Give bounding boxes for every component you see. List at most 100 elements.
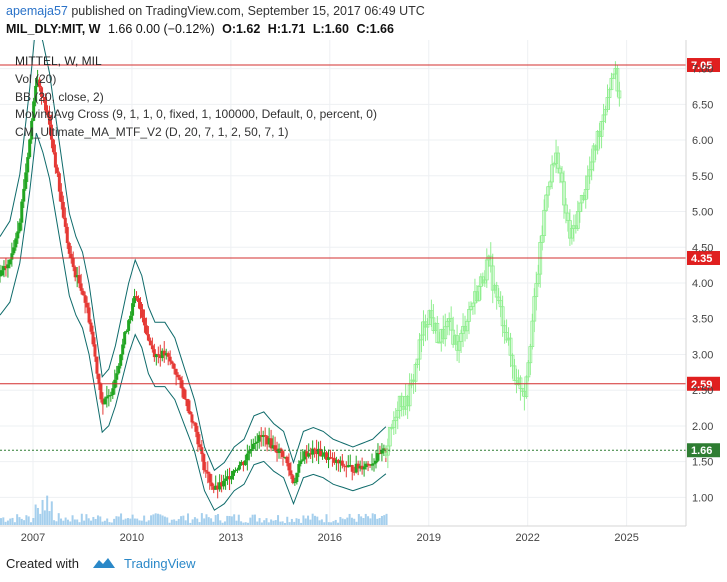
time-tick-label: 2007 [21, 532, 45, 544]
volume-bar [55, 521, 58, 525]
candle-body [212, 486, 216, 490]
candle-body [125, 330, 129, 333]
volume-bar [207, 517, 210, 525]
candle-body [289, 470, 293, 476]
volume-bar [46, 495, 49, 525]
volume-bar [85, 514, 88, 525]
candle-body [269, 438, 273, 449]
candle-body [131, 303, 135, 316]
candle-body [346, 465, 350, 468]
volume-bar [309, 519, 312, 525]
volume-bar [170, 519, 173, 525]
candle-body [75, 275, 79, 278]
candle-body [241, 461, 245, 466]
candle-body [237, 465, 241, 470]
legend-bollinger[interactable]: BB (20, close, 2) [15, 89, 104, 104]
candle-body [20, 201, 24, 223]
volume-bar [374, 514, 377, 525]
projection-body [546, 186, 551, 196]
legend-volume[interactable]: Vol (20) [15, 71, 57, 86]
volume-bar [293, 521, 296, 525]
projection-body [524, 376, 529, 397]
projection-body [508, 337, 513, 356]
volume-bar [334, 519, 337, 525]
level-label-box [687, 58, 720, 73]
publish-info: apemaja57 published on TradingView.com, … [6, 4, 425, 18]
candle-body [360, 465, 364, 470]
projection-body [617, 90, 622, 99]
projection-body [542, 209, 547, 236]
price-chart[interactable]: 7.05 4.35 2.59 1.66 1.00 1.50 2.00 2.50 3.00 3.5… [0, 40, 727, 552]
candle-body [158, 355, 162, 359]
price-tick-label: 1.00 [692, 492, 713, 504]
candle-body [336, 459, 340, 464]
author-link[interactable]: apemaja57 [6, 4, 68, 18]
volume-bar [196, 518, 199, 525]
candle-body [85, 302, 89, 308]
volume-bar [288, 522, 291, 525]
volume-bar [337, 522, 340, 525]
candle-body [257, 435, 261, 442]
candle-body [362, 466, 366, 470]
volume-bar [27, 516, 30, 525]
volume-bar [43, 510, 46, 525]
volume-bar [99, 516, 102, 525]
level-label: 7.05 [691, 60, 712, 72]
volume-bar [378, 518, 381, 525]
volume-bar [147, 520, 150, 525]
level-label: 2.59 [691, 379, 712, 391]
time-tick-label: 2022 [515, 532, 539, 544]
volume-bar [16, 514, 19, 525]
volume-bar [48, 511, 51, 525]
volume-bar [115, 516, 118, 525]
candle-body [32, 101, 36, 121]
volume-bar [11, 517, 14, 525]
candle-body [24, 172, 28, 189]
candle-body [301, 459, 305, 461]
candle-body [40, 87, 44, 97]
tradingview-brand-link[interactable]: TradingView [124, 556, 196, 571]
candle-body [216, 485, 220, 490]
candle-body [342, 465, 346, 467]
candle-body [235, 469, 239, 471]
volume-bar [117, 516, 120, 525]
price-tick-label: 4.00 [692, 278, 713, 290]
ohlc-open: O:1.62 [222, 22, 261, 36]
candle-body [144, 325, 148, 335]
volume-bar [177, 519, 180, 525]
projection-body [562, 181, 566, 206]
level-label-box [687, 376, 720, 391]
candle-body [287, 463, 291, 471]
level-lines: 7.05 4.35 2.59 1.66 [0, 58, 720, 458]
volume-bar [94, 518, 97, 525]
candle-body [224, 478, 228, 481]
candle-body [309, 453, 313, 455]
price-tick-label: 3.00 [692, 349, 713, 361]
candle-body [172, 363, 176, 369]
candle-body [366, 463, 370, 465]
price-tick-label: 2.00 [692, 421, 713, 433]
price-tick-label: 5.50 [692, 171, 713, 183]
legend-ultimate-ma[interactable]: CM_Ultimate_MA_MTF_V2 (D, 20, 7, 1, 2, 5… [15, 125, 289, 140]
volume-bar [140, 520, 143, 525]
candle-body [103, 398, 107, 405]
volume-bar [120, 513, 123, 525]
candle-body [202, 454, 206, 471]
legend-moving-avg-cross[interactable]: MovingAvg Cross (9, 1, 1, 0, fixed, 1, 1… [15, 107, 377, 122]
volume-bar [152, 514, 155, 525]
volume-bar [133, 518, 136, 525]
volume-bar [156, 513, 159, 525]
candle-body [51, 139, 55, 153]
volume-bar [253, 514, 256, 525]
projection-body [615, 68, 620, 92]
candle-body [263, 435, 267, 437]
candle-body [115, 373, 119, 380]
candle-body [303, 451, 307, 460]
candle-body [222, 480, 226, 487]
candle-body [350, 465, 354, 472]
volume-bar [71, 515, 74, 525]
candle-body [83, 295, 87, 303]
volume-bar [13, 522, 16, 525]
projection-body [425, 324, 430, 328]
volume-bar [189, 522, 192, 525]
